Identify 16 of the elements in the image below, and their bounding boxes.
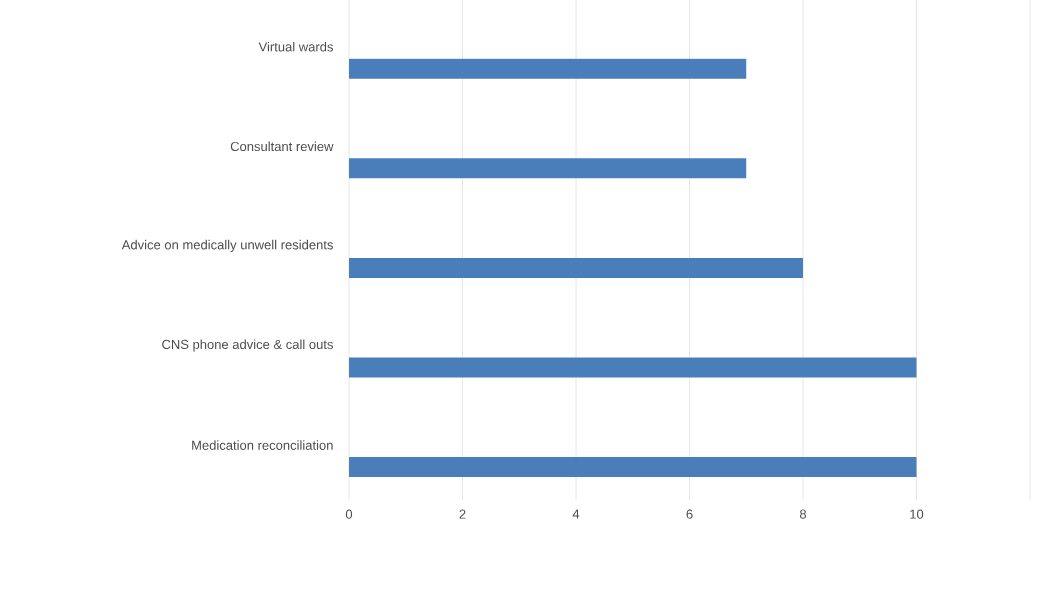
x-tick-label: 0 [345,509,353,519]
y-tick-label: Virtual wards [258,41,333,52]
x-tick-label: 4 [572,509,580,519]
bar [349,257,803,278]
y-tick-label: Advice on medically unwell residents [121,239,333,252]
x-tick-label: 6 [686,509,693,519]
bar [349,158,747,179]
y-tick-label: CNS phone advice & call outs [162,339,333,352]
bar [349,357,917,378]
bar [349,58,747,79]
x-tick-label: 10 [910,509,924,519]
x-tick-label: 8 [799,509,807,519]
x-tick-label: 2 [459,509,466,519]
y-tick-label: Medication reconciliation [192,440,333,450]
bar [349,457,917,478]
y-tick-label: Consultant review [230,141,334,152]
